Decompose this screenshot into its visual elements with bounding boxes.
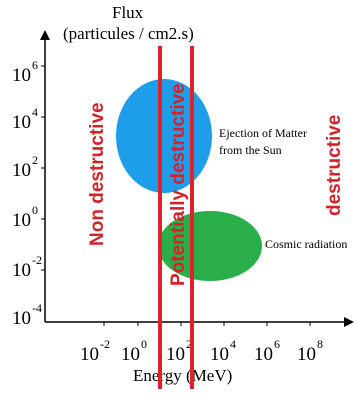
solar-ejection-ellipse xyxy=(116,79,212,193)
y-tick-label: 106 xyxy=(12,58,38,86)
y-tick-labels: 106 104 102 100 10-2 10-4 xyxy=(12,58,42,329)
y-tick-label: 100 xyxy=(12,203,38,231)
x-tick-label: 102 xyxy=(166,337,192,365)
y-axis-title-line1: Flux xyxy=(112,3,144,22)
x-tick-label: 104 xyxy=(210,337,236,365)
y-tick-label: 104 xyxy=(12,105,38,133)
x-tick-labels: 10-2 100 102 104 106 108 xyxy=(80,337,323,365)
y-tick-label: 102 xyxy=(12,153,38,181)
cosmic-radiation-ellipse xyxy=(158,211,262,281)
x-tick-label: 108 xyxy=(297,337,323,365)
region-non-destructive-label: Non destructive xyxy=(87,102,108,246)
y-tick-label: 10-2 xyxy=(12,253,42,281)
cosmic-radiation-label: Cosmic radiation xyxy=(265,237,347,251)
solar-ejection-label-line2: from the Sun xyxy=(219,143,282,157)
y-tick-marks xyxy=(41,65,45,271)
x-tick-label: 106 xyxy=(254,337,280,365)
x-axis-title: Energy (MeV) xyxy=(133,366,232,385)
x-tick-label: 10-2 xyxy=(80,337,110,365)
region-potentially-destructive-label: Potentially destructive xyxy=(168,83,189,286)
region-destructive-label: destructive xyxy=(324,115,345,216)
x-tick-marks xyxy=(103,322,311,326)
y-axis-title-line2: (particules / cm2.s) xyxy=(63,24,194,43)
x-tick-label: 100 xyxy=(121,337,147,365)
solar-ejection-label-line1: Ejection of Matter xyxy=(219,126,307,140)
y-tick-label: 10-4 xyxy=(12,301,42,329)
